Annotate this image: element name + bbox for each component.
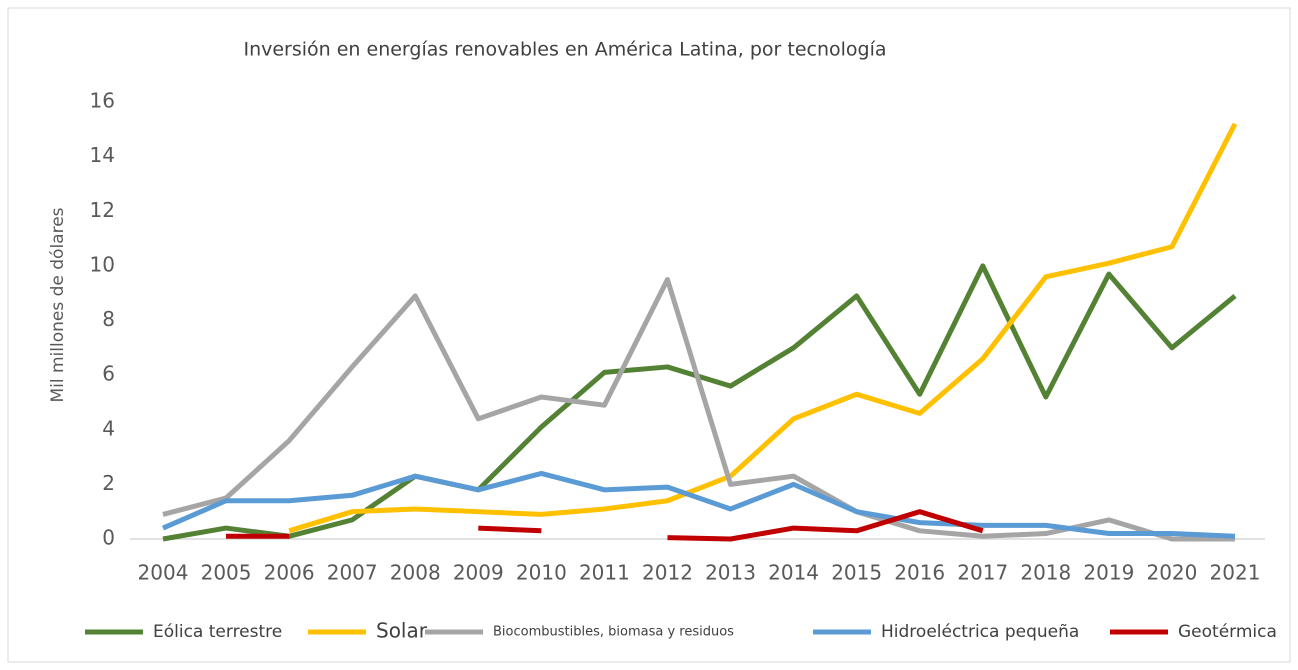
y-tick-label: 8 bbox=[102, 307, 115, 331]
y-tick-label: 0 bbox=[102, 526, 115, 550]
x-tick-label: 2013 bbox=[705, 561, 756, 585]
y-tick-label: 14 bbox=[90, 143, 115, 167]
x-tick-label: 2015 bbox=[831, 561, 882, 585]
legend-label: Geotérmica bbox=[1178, 622, 1277, 642]
x-tick-label: 2018 bbox=[1020, 561, 1071, 585]
legend-label: Biocombustibles, biomasa y residuos bbox=[493, 625, 734, 640]
series-line bbox=[288, 122, 1238, 534]
x-tick-label: 2012 bbox=[642, 561, 693, 585]
y-axis-label: Mil millones de dólares bbox=[48, 207, 68, 402]
legend-label: Hidroeléctrica pequeña bbox=[881, 622, 1079, 642]
x-tick-label: 2010 bbox=[516, 561, 567, 585]
x-tick-label: 2009 bbox=[453, 561, 504, 585]
series-line bbox=[162, 277, 1235, 542]
x-tick-label: 2019 bbox=[1083, 561, 1134, 585]
legend-label: Solar bbox=[376, 619, 428, 643]
series-line bbox=[162, 470, 1236, 539]
x-tick-label: 2017 bbox=[957, 561, 1008, 585]
legend-label: Eólica terrestre bbox=[153, 622, 282, 642]
y-tick-label: 6 bbox=[102, 362, 115, 386]
y-tick-label: 2 bbox=[102, 471, 115, 495]
y-tick-label: 10 bbox=[90, 252, 115, 276]
x-tick-label: 2021 bbox=[1210, 561, 1261, 585]
y-tick-label: 16 bbox=[90, 89, 115, 113]
x-tick-label: 2005 bbox=[201, 561, 252, 585]
x-tick-label: 2011 bbox=[579, 561, 630, 585]
x-tick-label: 2004 bbox=[138, 561, 189, 585]
y-tick-label: 12 bbox=[90, 198, 115, 222]
x-tick-label: 2020 bbox=[1146, 561, 1197, 585]
x-tick-label: 2014 bbox=[768, 561, 819, 585]
series-line bbox=[226, 509, 984, 542]
x-tick-label: 2008 bbox=[390, 561, 441, 585]
x-tick-label: 2007 bbox=[327, 561, 378, 585]
y-tick-label: 4 bbox=[102, 416, 115, 440]
x-tick-label: 2006 bbox=[264, 561, 315, 585]
chart-title: Inversión en energías renovables en Amér… bbox=[243, 39, 886, 61]
x-tick-label: 2016 bbox=[894, 561, 945, 585]
